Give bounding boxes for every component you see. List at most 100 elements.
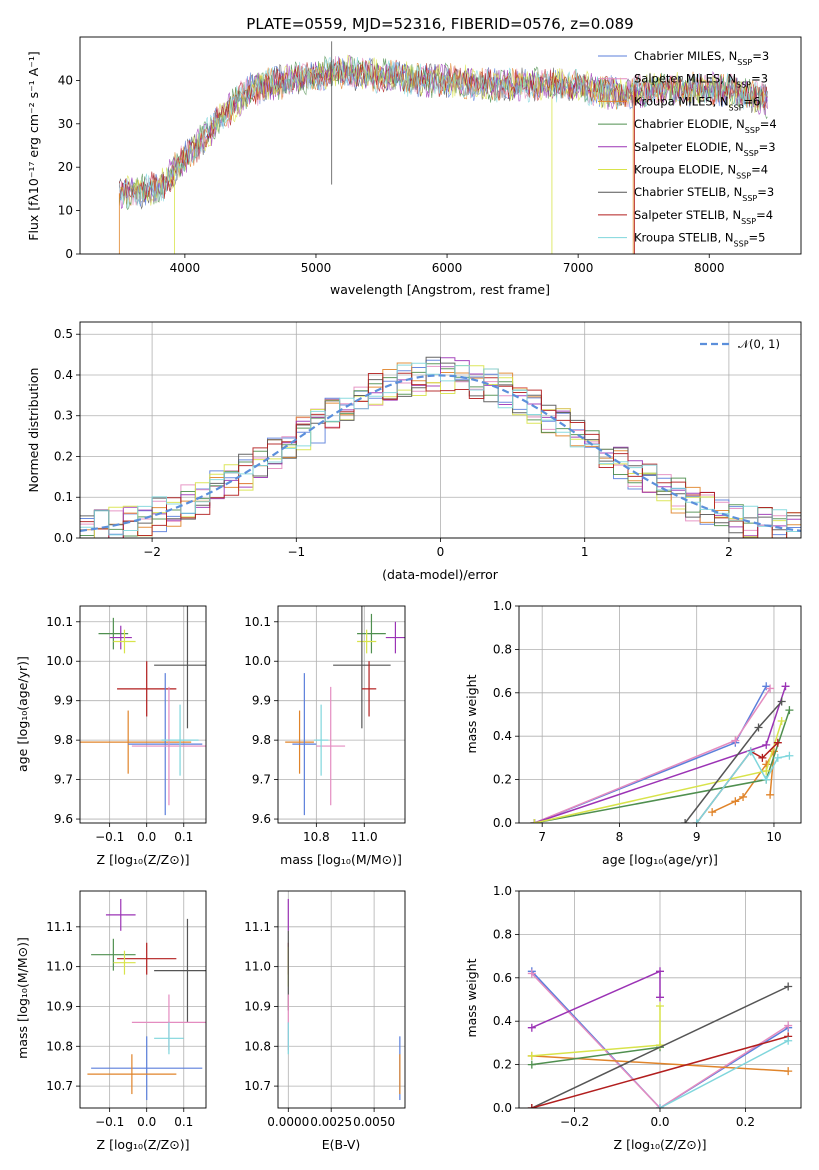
weight-line: [534, 709, 791, 823]
y-tick-label: 9.9: [252, 694, 271, 708]
y-tick-label: 11.1: [46, 920, 73, 934]
x-tick-label: 2: [725, 545, 733, 559]
z-weight-panel: Z [log₁₀(Z/Z⊙)] mass weight −0.2 0.0 0.2 0.…: [464, 884, 802, 1152]
data-layer: [287, 898, 401, 1101]
errorbar-point: [80, 710, 192, 774]
z-age-ylabel: age [log₁₀(age/yr)]: [15, 656, 30, 772]
weight-line: [531, 1035, 789, 1108]
y-tick-label: 0.2: [493, 773, 512, 787]
errorbar-point: [292, 673, 317, 816]
spectrum-line: [119, 54, 768, 206]
y-tick-label: 0.6: [493, 686, 512, 700]
weight-marker: [762, 740, 771, 749]
x-tick-label: 5000: [301, 261, 332, 275]
residual-panel: (data-model)/error Normed distribution −…: [26, 321, 802, 582]
y-tick-label: 1.0: [493, 599, 512, 613]
legend-subscript: SSP: [736, 171, 751, 180]
weight-marker: [758, 753, 767, 762]
errorbar-point: [91, 938, 136, 971]
y-tick-label: 10.1: [244, 615, 271, 629]
data-layer: [80, 356, 801, 538]
weight-line: [659, 1040, 789, 1108]
y-tick-label: 10.0: [46, 654, 73, 668]
histogram-step: [80, 365, 801, 538]
z-weight-xlabel: Z [log₁₀(Z/Z⊙)]: [614, 1137, 707, 1152]
y-tick-label: 0.1: [54, 490, 73, 504]
legend-label: Salpeter STELIB, NSSP=4: [634, 208, 773, 226]
y-tick-label: 10.8: [46, 1039, 73, 1053]
x-tick-label: 0.1: [174, 1115, 193, 1129]
data-layer: [80, 606, 206, 816]
weight-marker: [766, 684, 775, 693]
weight-marker: [762, 766, 771, 775]
y-tick-label: 9.8: [54, 733, 73, 747]
weight-marker: [527, 1051, 536, 1060]
y-tick-label: 9.9: [54, 694, 73, 708]
y-tick-label: 10.9: [244, 999, 271, 1013]
legend-subscript: SSP: [737, 58, 752, 67]
weight-marker: [784, 982, 793, 991]
x-tick-label: 0.2: [736, 1115, 755, 1129]
x-tick-label: 7000: [563, 261, 594, 275]
y-tick-label: 0.3: [54, 409, 73, 423]
x-tick-label: −1: [287, 545, 305, 559]
weight-marker: [527, 969, 536, 978]
weight-marker: [754, 723, 763, 732]
x-tick-label: −0.1: [95, 1115, 124, 1129]
weight-marker: [781, 682, 790, 691]
x-tick-label: 0.0: [650, 1115, 669, 1129]
errorbar-point: [154, 1022, 184, 1055]
errorbar-point: [285, 710, 314, 774]
y-tick-label: 0.4: [493, 729, 512, 743]
errorbar-point: [117, 661, 177, 717]
histogram-step: [80, 357, 801, 538]
weight-marker: [656, 1104, 664, 1108]
residual-ylabel: Normed distribution: [26, 368, 41, 493]
weight-line: [531, 1046, 661, 1066]
z-weight-ylabel: mass weight: [464, 958, 479, 1037]
y-tick-label: 9.8: [252, 733, 271, 747]
x-tick-label: 7: [538, 830, 546, 844]
x-tick-label: 0.0050: [353, 1115, 395, 1129]
y-tick-label: 10.0: [244, 654, 271, 668]
weight-marker: [777, 717, 786, 726]
weight-marker: [739, 792, 748, 801]
spectrum-xlabel: wavelength [Angstrom, rest frame]: [330, 282, 550, 297]
errorbar-point: [313, 704, 329, 776]
legend-label: Kroupa ELODIE, NSSP=4: [634, 163, 768, 181]
weight-line: [531, 970, 789, 1108]
y-tick-label: 10.7: [46, 1079, 73, 1093]
legend-subscript: SSP: [741, 216, 756, 225]
legend-label: Chabrier STELIB, NSSP=3: [634, 185, 774, 203]
grid-lines: [278, 606, 405, 823]
y-tick-label: 0.4: [54, 368, 73, 382]
z-mass-plot-area: −0.1 0.0 0.1 10.7 10.8 10.9 11.0 11.1: [46, 890, 207, 1129]
errorbar-point: [154, 918, 206, 1023]
x-tick-label: −0.2: [560, 1115, 589, 1129]
legend-label: Chabrier MILES, NSSP=3: [634, 49, 769, 67]
x-tick-label: 0.0025: [310, 1115, 352, 1129]
legend-subscript: SSP: [744, 148, 759, 157]
legend-subscript: SSP: [742, 194, 757, 203]
x-tick-label: 0.0: [137, 1115, 156, 1129]
weight-marker: [527, 1060, 536, 1069]
weight-line: [531, 985, 789, 1108]
y-tick-label: 0: [65, 247, 73, 261]
y-tick-label: 0.4: [493, 1014, 512, 1028]
weight-line: [531, 1006, 661, 1057]
x-tick-label: 6000: [432, 261, 463, 275]
grid-lines: [278, 891, 405, 1108]
age-weight-plot-area: 7 8 9 10 0.0 0.2 0.4 0.6 0.8 1.0: [493, 599, 802, 844]
mass-age-xlabel: mass [log₁₀(M/M⊙)]: [280, 852, 402, 867]
legend-subscript: SSP: [736, 80, 751, 89]
age-weight-ylabel: mass weight: [464, 674, 479, 753]
y-tick-label: 10.9: [46, 999, 73, 1013]
y-tick-label: 0.6: [493, 971, 512, 985]
y-tick-label: 0.8: [493, 927, 512, 941]
spectrum-panel: PLATE=0559, MJD=52316, FIBERID=0576, z=0…: [26, 15, 802, 297]
weight-marker: [746, 747, 755, 756]
y-tick-label: 20: [58, 160, 73, 174]
x-tick-label: 4000: [170, 261, 201, 275]
axes-frame: [518, 605, 802, 824]
